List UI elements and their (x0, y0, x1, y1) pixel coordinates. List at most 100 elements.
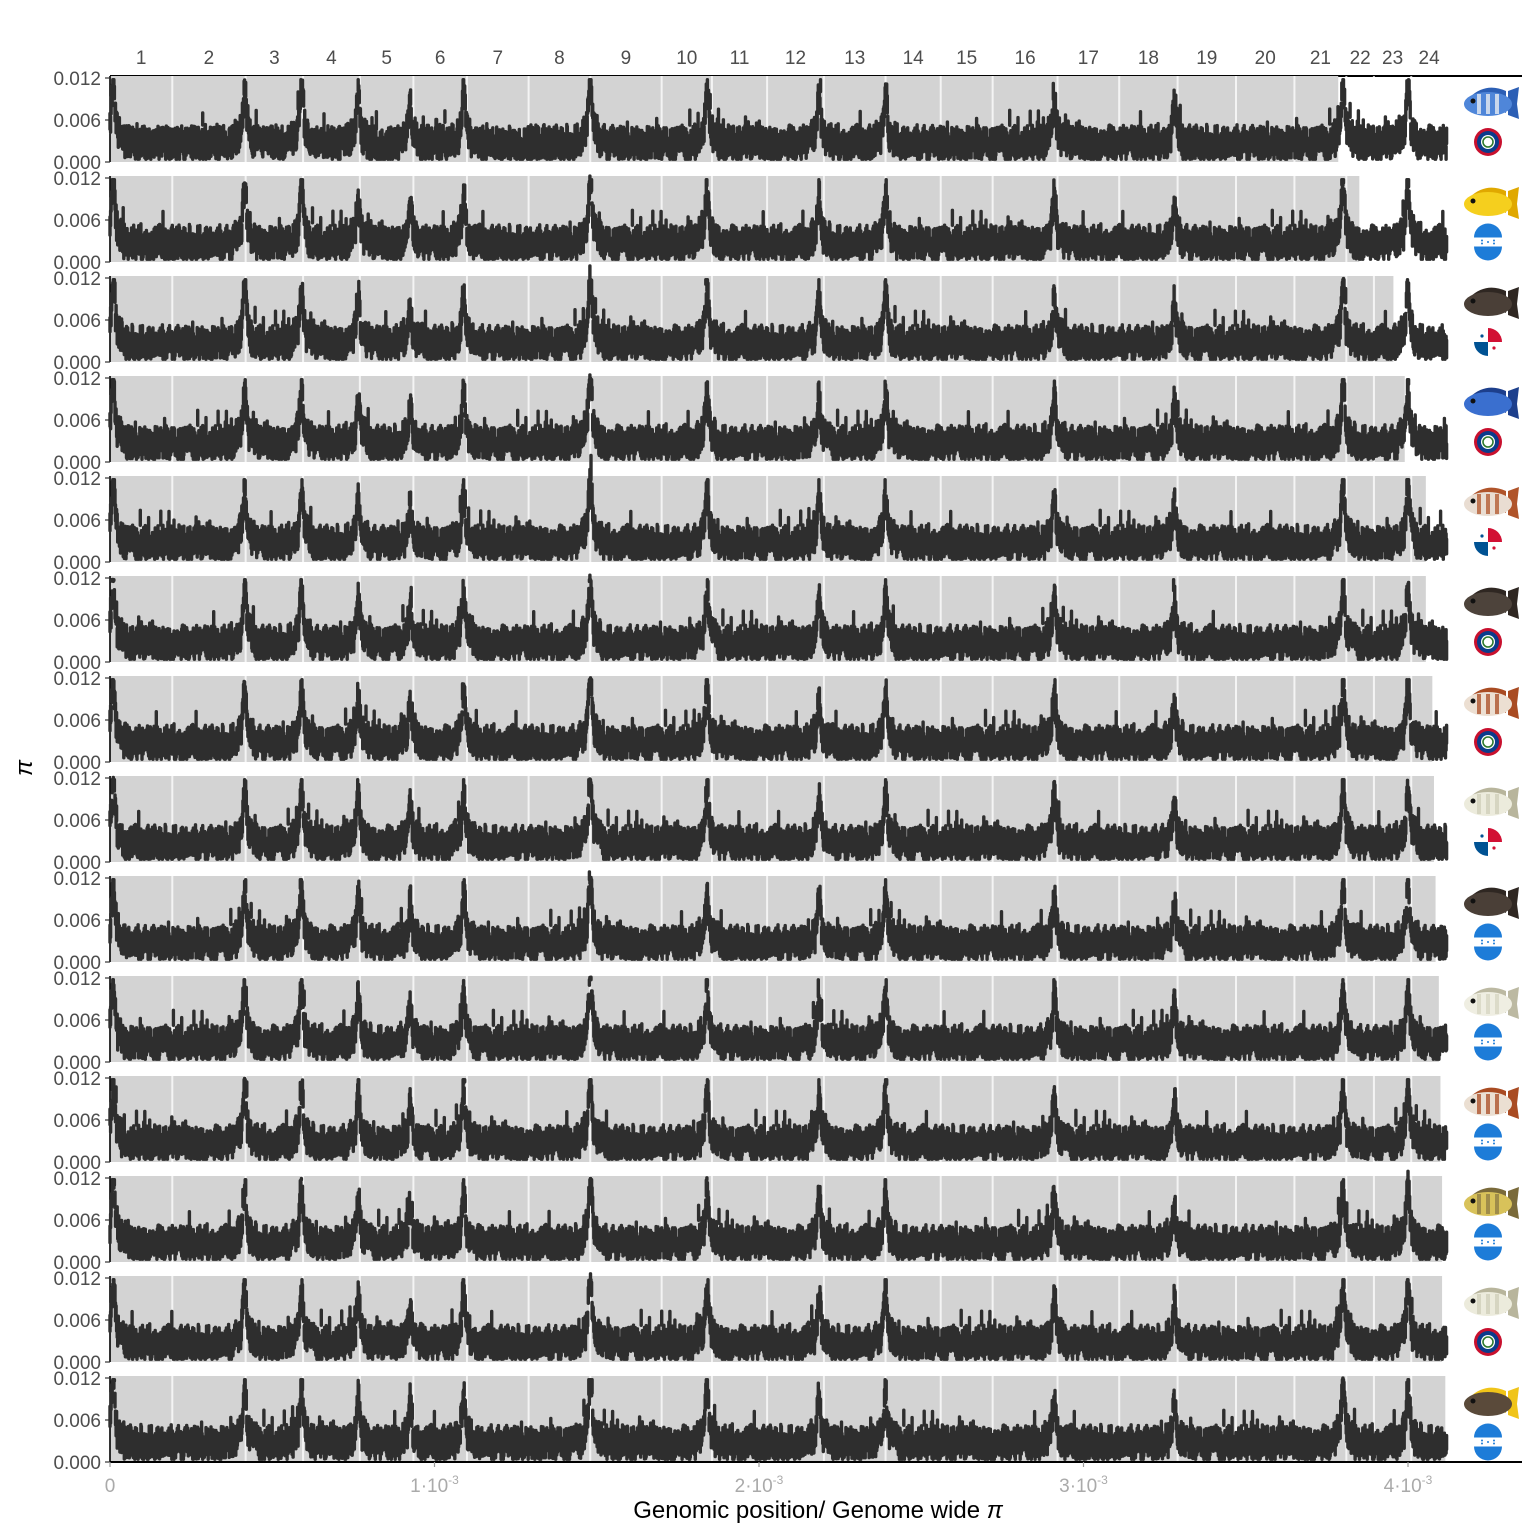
dark-brown-fish-icon (1464, 287, 1519, 319)
x-tick-label: 1·10-3 (410, 1473, 459, 1497)
x-tick-mantissa: 3·10 (1059, 1476, 1097, 1497)
y-tick-label: 0.006 (53, 1311, 101, 1332)
y-tick-label: 0.000 (53, 653, 101, 674)
fish-body (1464, 392, 1512, 416)
x-tick-exponent: -3 (1097, 1473, 1108, 1487)
flag-star (1481, 1239, 1483, 1242)
flag-star (1487, 1141, 1489, 1143)
brown-barred-fish-icon (1464, 687, 1519, 719)
fish-eye (1470, 98, 1476, 104)
fish-tail (1508, 87, 1519, 119)
y-tick-label: 0.000 (53, 453, 101, 474)
y-tick-label: 0.006 (53, 911, 101, 932)
fish-eye (1470, 498, 1476, 504)
fish-bar (1486, 1194, 1490, 1214)
pi-series (108, 373, 1449, 461)
flag-wreath (1482, 436, 1494, 448)
flag-star (1481, 1439, 1483, 1442)
flag-star (1481, 1242, 1483, 1245)
belize-flag (1474, 128, 1502, 156)
flag-wreath (1482, 636, 1494, 648)
panel: 0.000 0.006 0.012 (53, 669, 1519, 774)
fish-tail (1508, 987, 1519, 1019)
fish-eye (1470, 298, 1476, 304)
panel: 0.000 0.006 0.012 (53, 1269, 1519, 1374)
x-tick-mantissa: 4·10 (1384, 1476, 1422, 1497)
flag-red-quarter (1488, 528, 1502, 542)
linkage-group-label: 20 (1255, 48, 1276, 69)
linkage-group-label: 19 (1196, 48, 1217, 69)
y-tick-label: 0.012 (53, 369, 101, 390)
fish-eye (1470, 898, 1476, 904)
pi-series (108, 1272, 1449, 1361)
y-tick-label: 0.006 (53, 611, 101, 632)
flag-star (1493, 1242, 1495, 1245)
pale-fish-icon (1464, 787, 1519, 819)
panel: 0.000 0.006 0.012 (53, 1069, 1519, 1174)
linkage-group-label: 23 (1382, 48, 1403, 69)
flag-stripe-top (1474, 1123, 1502, 1138)
fish-tail (1508, 287, 1519, 319)
flag-stripe-top (1474, 1423, 1502, 1438)
yellow-fish-icon (1464, 187, 1519, 219)
panama-flag (1474, 828, 1502, 856)
fish-bar (1477, 94, 1481, 114)
flag-star (1493, 242, 1495, 245)
flag-blue-quarter (1474, 842, 1488, 856)
fish-eye (1470, 398, 1476, 404)
pi-series (108, 975, 1449, 1061)
y-tick-label: 0.012 (53, 269, 101, 290)
y-tick-label: 0.000 (53, 253, 101, 274)
linkage-group-label: 22 (1350, 48, 1371, 69)
pi-series (108, 453, 1449, 561)
y-tick-label: 0.000 (53, 153, 101, 174)
flag-star (1493, 1139, 1495, 1142)
linkage-group-label: 15 (956, 48, 977, 69)
linkage-group-label: 13 (844, 48, 865, 69)
flag-star (1487, 241, 1489, 243)
y-tick-label: 0.012 (53, 469, 101, 490)
flag-star (1481, 1039, 1483, 1042)
flag-stripe-top (1474, 1223, 1502, 1238)
y-tick-label: 0.006 (53, 1411, 101, 1432)
panel: 0.000 0.006 0.012 (53, 969, 1519, 1074)
y-tick-label: 0.012 (53, 169, 101, 190)
fish-eye (1470, 1298, 1476, 1304)
fish-bar (1495, 1294, 1499, 1314)
y-tick-label: 0.000 (53, 953, 101, 974)
flag-star (1481, 1042, 1483, 1045)
x-axis-title: Genomic position/ Genome wide π (633, 1497, 1004, 1524)
linkage-group-label: 8 (554, 48, 565, 69)
x-tick-label: 3·10-3 (1059, 1473, 1108, 1497)
flag-star (1493, 939, 1495, 942)
fish-tail (1508, 187, 1519, 219)
linkage-group-label: 11 (730, 48, 750, 69)
y-tick-label: 0.012 (53, 1069, 101, 1090)
fish-tail (1508, 887, 1519, 919)
fish-bar (1486, 994, 1490, 1014)
pi-series (108, 870, 1449, 961)
y-tick-label: 0.006 (53, 411, 101, 432)
y-tick-label: 0.012 (53, 769, 101, 790)
flag-red-quarter (1488, 828, 1502, 842)
panels: 0.0000.0060.0120.0000.0060.0120.0000.006… (53, 69, 1519, 1474)
linkage-group-labels: 1 2 3 4 5 6 7 8 9 10 11 12 13 14 15 16 17 18 19 20 21 22 23 24 (136, 48, 1440, 69)
pi-series (108, 775, 1449, 861)
panel: 0.000 0.006 0.012 (53, 1369, 1519, 1474)
flag-star (1493, 1142, 1495, 1145)
linkage-group-label: 16 (1015, 48, 1036, 69)
flag-star (1480, 334, 1484, 338)
panel: 0.000 0.006 0.012 (53, 264, 1519, 374)
linkage-group-label: 3 (269, 48, 280, 69)
y-tick-label: 0.006 (53, 1211, 101, 1232)
x-tick-label: 4·10-3 (1384, 1473, 1433, 1497)
fish-bar (1486, 94, 1490, 114)
fish-tail (1508, 1187, 1519, 1219)
pi-series (108, 573, 1449, 661)
fish-bar (1477, 1294, 1481, 1314)
honduras-flag (1474, 1123, 1502, 1161)
panel: 0.000 0.006 0.012 (53, 453, 1519, 574)
fish-body (1464, 192, 1512, 216)
flag-star (1481, 1142, 1483, 1145)
y-tick-label: 0.012 (53, 569, 101, 590)
